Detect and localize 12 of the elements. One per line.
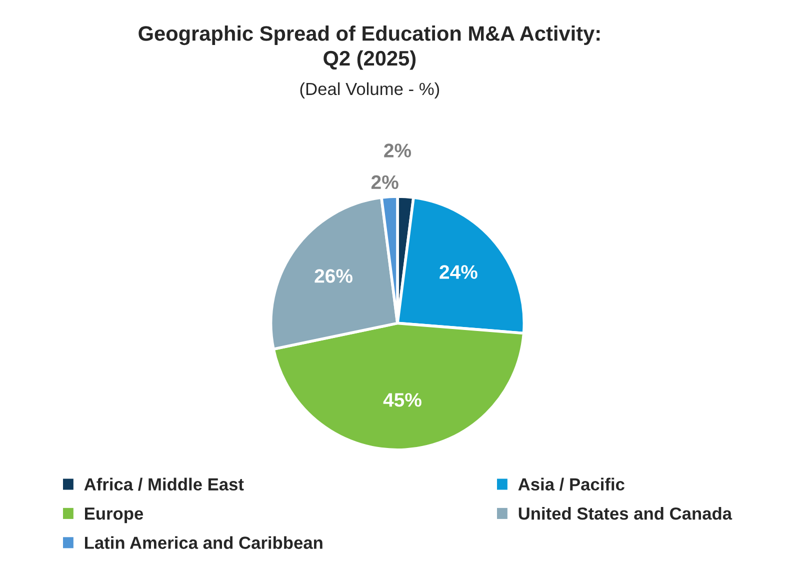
data-label: 2% <box>384 144 412 158</box>
legend-label: Asia / Pacific <box>518 478 624 491</box>
chart-subtitle: (Deal Volume - %) <box>300 82 440 99</box>
data-label: 45% <box>383 393 422 407</box>
data-label: 26% <box>314 269 352 283</box>
legend-label: Europe <box>85 508 144 524</box>
legend-label: Latin America and Caribbean <box>85 536 322 549</box>
data-label: 2% <box>371 175 398 190</box>
data-label: 24% <box>440 265 478 279</box>
chart-title: Geographic Spread of Education M&A Activity: Q2 (2025) <box>138 26 600 70</box>
legend-label: Africa / Middle East <box>84 478 244 491</box>
legend-label: United States and Canada <box>518 506 732 520</box>
